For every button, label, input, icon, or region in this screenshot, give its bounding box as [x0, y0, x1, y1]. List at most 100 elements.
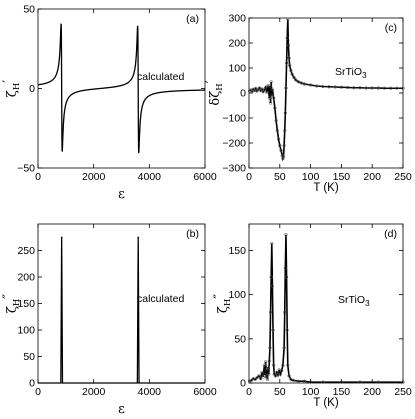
panel-d-data-point	[281, 363, 285, 367]
panel-a-x-axis-label: ε	[118, 187, 125, 202]
panel-d-data-point	[267, 359, 271, 363]
panel-c-data-point	[401, 86, 405, 90]
panel-d-data-point	[247, 379, 252, 383]
panel-c-data-point	[382, 86, 387, 90]
panel-d-annotation: SrTiO3	[338, 294, 370, 308]
panel-d-data-point	[271, 328, 275, 332]
panel-c-ytick-label: −200	[222, 138, 246, 150]
panel-c-data-point	[308, 83, 313, 87]
panel-c-data-point	[268, 101, 273, 105]
panel-b-ytick-label: 250	[17, 245, 35, 257]
panel-d-data-point	[286, 363, 290, 367]
panel-d-ytick-label: 100	[228, 289, 246, 301]
panel-c-y-axis-label: δζH′	[204, 80, 225, 105]
panel-d-data-point	[339, 380, 344, 384]
panel-d-data-point	[291, 378, 296, 383]
panel-c: 0 50 100 150 200 250 −300 −200 −100 0 100 200 300 (c)…	[204, 13, 412, 195]
panel-c-data-point	[358, 86, 362, 90]
panel-d-ytick-label: 150	[228, 245, 246, 257]
panel-d-data-point	[401, 380, 405, 384]
panel-c-data-point	[321, 84, 325, 89]
panel-c-data-point	[345, 85, 350, 90]
panel-a-panel-label: (a)	[186, 13, 199, 25]
panel-d-xtick-label: 50	[274, 386, 286, 398]
panel-c-ytick-label: 200	[228, 38, 246, 50]
panel-c-data-point	[292, 75, 296, 80]
panel-c-xtick-label: 250	[394, 171, 412, 183]
panel-b-ytick-label: 150	[17, 298, 35, 310]
panel-c-data-point	[275, 128, 279, 133]
panel-a-ytick-label: 50	[23, 4, 35, 16]
panel-c-data-point	[364, 86, 368, 90]
panel-d-ytick-label: 0	[240, 378, 246, 390]
panel-c-data-point	[270, 87, 275, 91]
panel-d-data-point	[285, 328, 289, 332]
panel-d-data-point	[268, 346, 272, 350]
panel-d-data-point	[271, 363, 276, 367]
panel-c-data-point	[285, 36, 289, 40]
panel-c-data-point	[281, 155, 286, 159]
panel-c-data-point	[281, 156, 285, 161]
panel-c-data-point	[273, 106, 277, 110]
panel-b-peak-point	[137, 236, 139, 239]
panel-b-y-axis-label: ζH″	[1, 294, 22, 313]
panel-c-data-point	[389, 86, 393, 90]
panel-c-xtick-label: 100	[302, 171, 320, 183]
panel-b-xtick-label: 2000	[82, 386, 106, 398]
panel-b-xtick-label: 0	[35, 386, 41, 398]
panel-c-ytick-label: 0	[240, 88, 246, 100]
panel-b-ytick-label: 200	[17, 272, 35, 284]
panel-c-data-point	[327, 85, 331, 89]
panel-a-ytick-label: 0	[29, 83, 35, 95]
panel-c-data-point	[290, 72, 294, 76]
panel-d-data-point	[261, 375, 265, 379]
panel-d-data-point	[262, 363, 267, 367]
panel-d-x-axis-label: T (K)	[313, 397, 339, 409]
panel-d-data-point	[296, 379, 300, 383]
panel-c-ytick-label: 300	[228, 13, 246, 25]
panel-c-data-point	[265, 90, 269, 95]
panel-c-xtick-label: 0	[246, 171, 252, 183]
panel-d-data-point	[259, 376, 263, 381]
panel-c-data-point	[289, 68, 293, 73]
panel-c-annotation: SrTiO3	[335, 66, 367, 80]
panel-d-data-point	[249, 378, 254, 383]
panel-a-xtick-label: 0	[35, 171, 41, 183]
panel-c-data-point	[270, 93, 274, 98]
panel-b-xtick-label: 4000	[138, 386, 162, 398]
panel-a-xtick-label: 2000	[82, 171, 106, 183]
panel-d-xtick-label: 150	[333, 386, 351, 398]
panel-d-data-point	[260, 370, 264, 375]
panel-c-data-point	[370, 86, 374, 90]
panel-d-data-point	[268, 310, 273, 314]
panel-b-annotation: calculated	[137, 293, 184, 305]
panel-c-data-point	[339, 85, 344, 89]
panel-d-data-point	[284, 275, 289, 279]
panel-d-data-point	[269, 275, 273, 279]
panel-c-data-point	[376, 86, 381, 90]
panel-b-xtick-label: 6000	[193, 386, 217, 398]
panel-c-data-point	[395, 86, 399, 90]
panel-c-data-point	[284, 61, 289, 65]
panel-d-data-point	[279, 368, 284, 373]
panel-a-series-line	[37, 23, 206, 154]
panel-c-ytick-label: 100	[228, 63, 246, 75]
panel-b-peak-point	[60, 236, 63, 239]
panel-d-data-point	[265, 368, 269, 372]
panel-d-data-point	[263, 360, 268, 364]
panel-c-xtick-label: 150	[333, 171, 351, 183]
panel-c-data-point	[286, 43, 291, 48]
panel-d-data-point	[267, 372, 271, 376]
panel-c-series-line	[249, 19, 403, 162]
panel-d-data-point	[302, 379, 307, 383]
panel-d-xtick-label: 100	[302, 386, 320, 398]
panel-c-data-point	[278, 143, 282, 148]
panel-d-series-line	[249, 234, 403, 383]
panel-c-data-point	[315, 84, 319, 88]
panel-c-data-point	[284, 86, 288, 90]
panel-a-xtick-label: 4000	[138, 171, 162, 183]
panel-c-xtick-label: 50	[274, 171, 286, 183]
panel-c-data-point	[288, 63, 292, 68]
panel-d-xtick-label: 200	[363, 386, 381, 398]
